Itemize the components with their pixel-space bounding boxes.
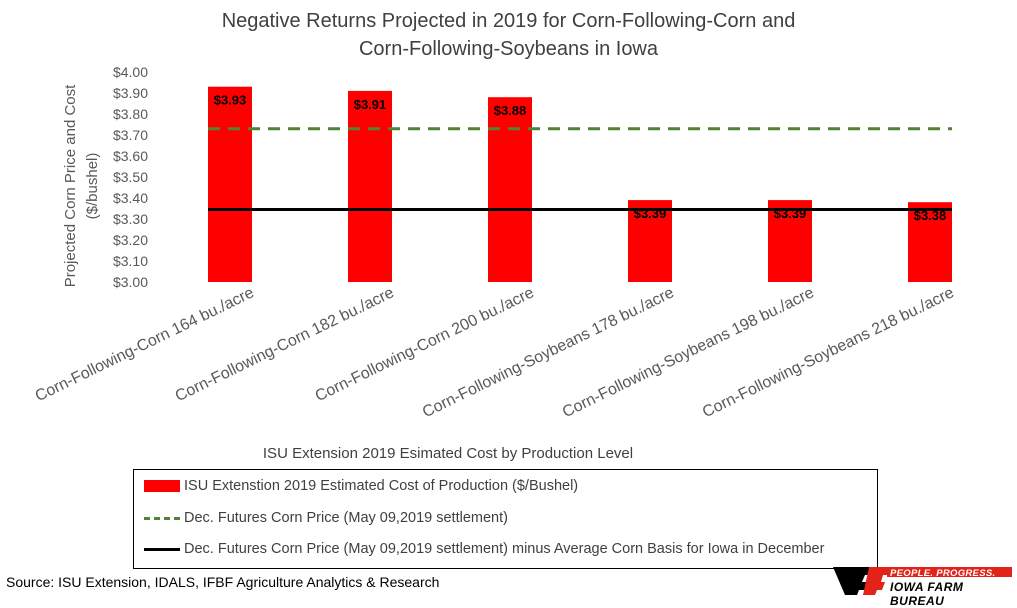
data-label: $3.88 bbox=[494, 103, 527, 118]
y-tick-label: $3.20 bbox=[113, 232, 148, 248]
y-tick-label: $3.10 bbox=[113, 253, 148, 269]
data-label: $3.38 bbox=[914, 208, 947, 223]
brand-tagline: PEOPLE. PROGRESS. PRIDE. bbox=[890, 568, 996, 590]
bar-5 bbox=[908, 202, 952, 282]
bar-4 bbox=[768, 200, 812, 282]
y-tick-label: $3.40 bbox=[113, 190, 148, 206]
legend-item-cost: ISU Extenstion 2019 Estimated Cost of Pr… bbox=[144, 475, 578, 497]
y-tick-label: $3.60 bbox=[113, 148, 148, 164]
legend: ISU Extenstion 2019 Estimated Cost of Pr… bbox=[133, 469, 878, 569]
y-tick-label: $3.70 bbox=[113, 127, 148, 143]
iowa-farm-bureau-logo bbox=[833, 567, 1012, 595]
y-tick-label: $4.00 bbox=[113, 64, 148, 80]
x-tick-label: Corn-Following-Corn 182 bu./acre bbox=[173, 284, 397, 405]
bar-2 bbox=[488, 97, 532, 282]
x-tick-label: Corn-Following-Corn 200 bu./acre bbox=[313, 284, 537, 405]
chart-title-line1: Negative Returns Projected in 2019 for C… bbox=[221, 10, 796, 32]
data-label: $3.91 bbox=[354, 97, 387, 112]
x-tick-label: Corn-Following-Corn 164 bu./acre bbox=[33, 284, 257, 405]
x-tick-label: Corn-Following-Soybeans 198 bu./acre bbox=[560, 284, 817, 421]
brand-name: IOWA FARM BUREAU bbox=[890, 580, 964, 608]
legend-label-futures: Dec. Futures Corn Price (May 09,2019 set… bbox=[184, 510, 508, 526]
bar-0 bbox=[208, 86, 252, 282]
y-tick-label: $3.80 bbox=[113, 106, 148, 122]
legend-label-cost: ISU Extenstion 2019 Estimated Cost of Pr… bbox=[184, 478, 579, 494]
chart-title-line2: Corn-Following-Soybeans in Iowa bbox=[358, 38, 659, 60]
legend-label-futures-minus-basis: Dec. Futures Corn Price (May 09,2019 set… bbox=[184, 541, 825, 557]
y-axis-label-line2: ($/bushel) bbox=[84, 153, 101, 220]
data-label: $3.93 bbox=[214, 93, 247, 108]
y-tick-label: $3.50 bbox=[113, 169, 148, 185]
legend-swatch-solid-line bbox=[144, 547, 180, 551]
x-tick-label: Corn-Following-Soybeans 178 bu./acre bbox=[420, 284, 677, 421]
y-tick-label: $3.90 bbox=[113, 85, 148, 101]
y-tick-label: $3.00 bbox=[113, 274, 148, 290]
legend-item-futures: Dec. Futures Corn Price (May 09,2019 set… bbox=[144, 507, 508, 529]
bar-3 bbox=[628, 200, 672, 282]
legend-swatch-dashed-line bbox=[144, 516, 180, 520]
source-note: Source: ISU Extension, IDALS, IFBF Agric… bbox=[6, 574, 440, 590]
x-axis-label: ISU Extension 2019 Esimated Cost by Prod… bbox=[263, 445, 633, 462]
x-tick-label: Corn-Following-Soybeans 218 bu./acre bbox=[700, 284, 957, 421]
bar-1 bbox=[348, 90, 392, 283]
y-tick-label: $3.30 bbox=[113, 211, 148, 227]
legend-item-futures-minus-basis: Dec. Futures Corn Price (May 09,2019 set… bbox=[144, 538, 824, 560]
bar-chart: $3.00 $3.10 $3.20 $3.30 $3.40 $3.50 $3.60 $3.70… bbox=[33, 64, 957, 462]
y-axis-label-line1: Projected Corn Price and Cost bbox=[62, 84, 79, 287]
legend-swatch-bar bbox=[144, 480, 180, 492]
